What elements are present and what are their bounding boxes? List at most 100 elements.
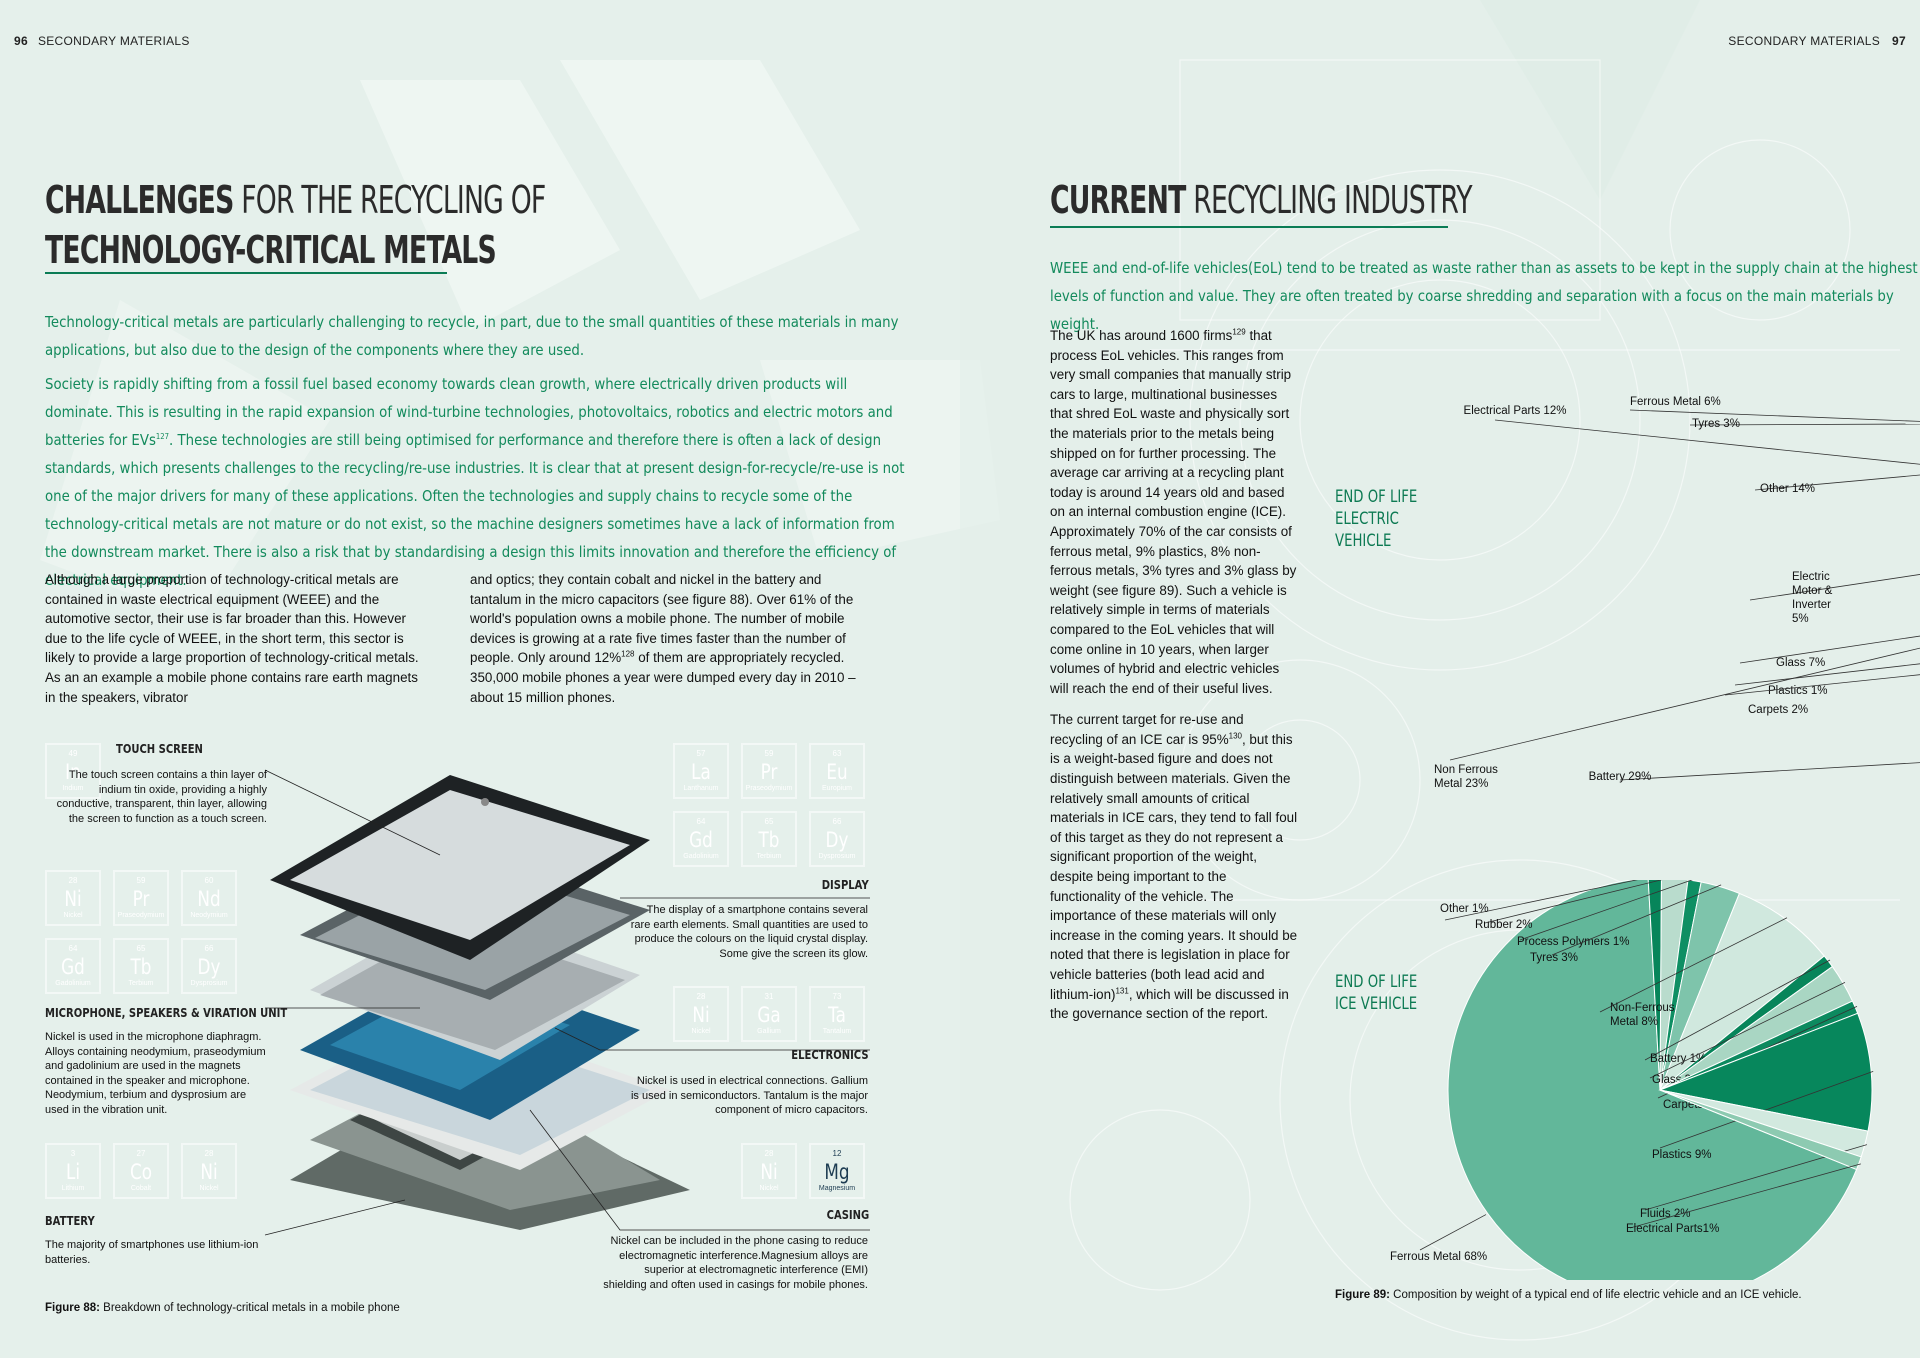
element-tile-lanthanum: 57 La Lanthanum bbox=[673, 743, 729, 799]
pie-leader-line bbox=[1551, 884, 1722, 956]
pie-slice-label: Other 14% bbox=[1760, 483, 1815, 495]
pie-slice-label: Other 1% bbox=[1440, 903, 1489, 915]
element-tile-terbium: 65 Tb Terbium bbox=[113, 938, 169, 994]
pie-leader-line bbox=[1484, 880, 1663, 924]
element-tile-lithium: 3 Li Lithium bbox=[45, 1143, 101, 1199]
pie-leader-line bbox=[1494, 419, 1920, 465]
pie-leader-line bbox=[1734, 663, 1920, 686]
element-tile-cobalt: 27 Co Cobalt bbox=[113, 1143, 169, 1199]
element-tile-gallium: 31 Ga Gallium bbox=[741, 986, 797, 1042]
electronics-text: Nickel is used in electrical connections… bbox=[630, 1075, 868, 1117]
pie-slice-label: Ferrous Metal 6% bbox=[1630, 396, 1721, 408]
pie-leader-line bbox=[1449, 647, 1920, 761]
pie-leader-line bbox=[1419, 1214, 1487, 1251]
element-tile-indium: 49 In Indium bbox=[45, 743, 101, 799]
element-tile-gadolinium: 64 Gd Gadolinium bbox=[673, 811, 729, 867]
element-tile-nickel: 28 Ni Nickel bbox=[181, 1143, 237, 1199]
pie-leader-line bbox=[1629, 1163, 1861, 1229]
pie-slice-label: Motor & bbox=[1792, 585, 1833, 597]
element-tile-dysprosium: 66 Dy Dysprosium bbox=[181, 938, 237, 994]
pie-leader-line bbox=[1689, 423, 1920, 426]
right-page-header: SECONDARY MATERIALS 97 bbox=[1728, 34, 1906, 48]
pie-leader-line bbox=[1749, 574, 1920, 601]
pie-slice-label: Plastics 9% bbox=[1652, 1149, 1711, 1161]
casing-title: CASING bbox=[826, 1207, 869, 1222]
battery-text: The majority of smartphones use lithium-… bbox=[45, 1239, 259, 1266]
section-name: SECONDARY MATERIALS bbox=[37, 34, 190, 48]
pie-slice bbox=[1647, 880, 1662, 1091]
touch-screen-title: TOUCH SCREEN bbox=[116, 741, 203, 756]
touch-screen-text: The touch screen contains a thin layer o… bbox=[56, 769, 267, 825]
page-number: 97 bbox=[1892, 34, 1906, 48]
section-name: SECONDARY MATERIALS bbox=[1728, 34, 1881, 48]
pie-leader-line bbox=[1649, 981, 1846, 1079]
display-text: The display of a smartphone contains sev… bbox=[630, 904, 868, 960]
pie-slice-label: Rubber 2% bbox=[1475, 919, 1533, 931]
element-tile-dysprosium: 66 Dy Dysprosium bbox=[809, 811, 865, 867]
element-tile-nickel: 28 Ni Nickel bbox=[673, 986, 729, 1042]
right-title: CURRENT RECYCLING INDUSTRY bbox=[1050, 178, 1473, 222]
pie-slice-label: Plastics 1% bbox=[1768, 685, 1827, 697]
element-tile-neodymium: 60 Nd Neodymium bbox=[181, 870, 237, 926]
figure-88-caption: Figure 88: Breakdown of technology-criti… bbox=[45, 1302, 400, 1314]
left-title-line-1: CHALLENGES FOR THE RECYCLING OF bbox=[45, 178, 546, 222]
pie-slice-label: Metal 8% bbox=[1610, 1016, 1658, 1028]
pie-slice-label: Non Ferrous bbox=[1434, 764, 1498, 776]
left-title-line-2: TECHNOLOGY-CRITICAL METALS bbox=[45, 228, 497, 272]
left-lead-1: Technology-critical metals are particula… bbox=[45, 313, 899, 359]
pie-slice-label: Process Polymers 1% bbox=[1517, 936, 1629, 948]
pie-slice-label: Non-Ferrous bbox=[1610, 1002, 1675, 1014]
right-title-underline bbox=[1050, 226, 1448, 228]
pie-slice-label: Metal 23% bbox=[1434, 778, 1488, 790]
element-tile-gadolinium: 64 Gd Gadolinium bbox=[45, 938, 101, 994]
ev-pie-chart: Battery 29% Non Ferrous Metal 23% Electrica… bbox=[1434, 396, 1920, 790]
callout-leader-lines bbox=[264, 769, 870, 1236]
electronics-title: ELECTRONICS bbox=[791, 1047, 869, 1062]
pie-slice-label: Inverter bbox=[1792, 599, 1831, 611]
ev-chart-label: END OF LIFE ELECTRIC VEHICLE bbox=[1335, 487, 1418, 551]
pie-leader-line bbox=[1659, 1070, 1874, 1149]
pie-slice-label: Electrical Parts 12% bbox=[1464, 405, 1567, 417]
element-tile-praseodymium: 59 Pr Praseodymium bbox=[741, 743, 797, 799]
element-tile-tantalum: 73 Ta Tantalum bbox=[809, 986, 865, 1042]
element-tile-nickel: 28 Ni Nickel bbox=[45, 870, 101, 926]
left-lead-2: Society is rapidly shifting from a fossi… bbox=[45, 375, 905, 589]
battery-title: BATTERY bbox=[45, 1213, 95, 1228]
element-tile-praseodymium: 59 Pr Praseodymium bbox=[113, 870, 169, 926]
pie-slice-label: 5% bbox=[1792, 613, 1809, 625]
pie-slice-label: Glass 7% bbox=[1776, 657, 1825, 669]
title-underline bbox=[45, 272, 447, 274]
element-tile-europium: 63 Eu Europium bbox=[809, 743, 865, 799]
pie-slice-label: Tyres 3% bbox=[1530, 952, 1578, 964]
pie-slice-label: Electric bbox=[1792, 571, 1830, 583]
pie-slice bbox=[1658, 1012, 1873, 1132]
pie-leader-line bbox=[1754, 474, 1920, 491]
left-body-col-2: and optics; they contain cobalt and nick… bbox=[470, 572, 856, 705]
pie-slice-label: Battery 1% bbox=[1650, 1053, 1706, 1065]
left-page-header: 96 SECONDARY MATERIALS bbox=[14, 34, 190, 48]
pie-slice bbox=[1659, 1089, 1862, 1171]
pie-slice bbox=[1659, 892, 1825, 1091]
pie-slice bbox=[1447, 880, 1858, 1280]
pie-leader-line bbox=[1444, 880, 1638, 921]
pie-slice-label: Tyres 3% bbox=[1692, 418, 1740, 430]
right-lead: WEEE and end-of-life vehicles(EoL) tend … bbox=[1050, 259, 1918, 333]
right-body: The UK has around 1600 firms129 that pro… bbox=[1050, 327, 1298, 1022]
figure-89-caption: Figure 89: Composition by weight of a ty… bbox=[1335, 1289, 1802, 1301]
display-title: DISPLAY bbox=[822, 877, 869, 892]
pie-leader-line bbox=[1599, 917, 1788, 1013]
element-tile-nickel: 28 Ni Nickel bbox=[741, 1143, 797, 1199]
microphone-title: MICROPHONE, SPEAKERS & VIRATION UNIT bbox=[45, 1005, 288, 1020]
ice-pie-chart: Ferrous Metal 68% Other 1% Rubber 2% Proces… bbox=[1390, 880, 1874, 1280]
exploded-phone-illustration bbox=[270, 775, 690, 1230]
page-number: 96 bbox=[14, 34, 28, 48]
pie-leader-line bbox=[1619, 762, 1920, 781]
casing-text: Nickel can be included in the phone casi… bbox=[603, 1235, 868, 1291]
pie-slice-label: Fluids 2% bbox=[1640, 1208, 1691, 1220]
pie-leader-line bbox=[1724, 674, 1920, 696]
element-tile-terbium: 65 Tb Terbium bbox=[741, 811, 797, 867]
left-body-col-1: Although a large proportion of technolog… bbox=[45, 572, 419, 705]
pie-slice-label: Carpets 2% bbox=[1748, 704, 1808, 716]
microphone-text: Nickel is used in the microphone diaphra… bbox=[45, 1031, 266, 1116]
pie-leader-line bbox=[1629, 409, 1920, 422]
